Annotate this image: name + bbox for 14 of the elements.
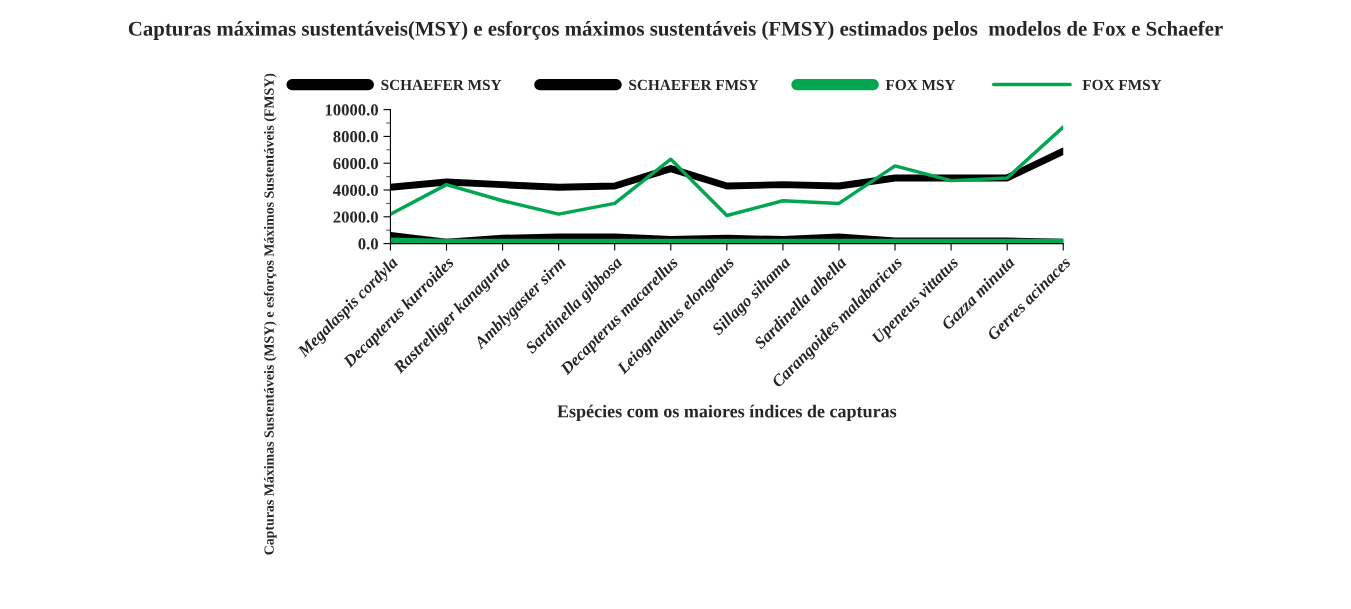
y-tick-label: 6000.0 bbox=[333, 157, 378, 170]
legend-label: FOX FMSY bbox=[1082, 79, 1162, 91]
y-tick-label: 0.0 bbox=[358, 238, 378, 250]
legend-label: SCHAEFER MSY bbox=[381, 79, 502, 91]
x-axis-title: Espécies com os maiores índices de capturas bbox=[557, 404, 897, 422]
line-series bbox=[390, 125, 1064, 218]
legend-label: FOX MSY bbox=[885, 79, 956, 91]
y-tick-label: 8000.0 bbox=[333, 131, 378, 143]
y-tick-label: 2000.0 bbox=[333, 211, 378, 223]
y-tick-label: 10000.0 bbox=[325, 104, 378, 116]
y-axis-title: Capturas Máximas Sustentáveis (MSY) e esforços Máximos Sustentáveis (FMSY) bbox=[263, 73, 277, 555]
y-tick-label: 4000.0 bbox=[333, 184, 378, 197]
legend-label: SCHAEFER FMSY bbox=[629, 79, 759, 91]
chart-title: Capturas máximas sustentáveis(MSY) e esforços máximos sustentáveis (FMSY) estimados pelos modelos de Fox e Schaefer bbox=[128, 20, 1223, 40]
